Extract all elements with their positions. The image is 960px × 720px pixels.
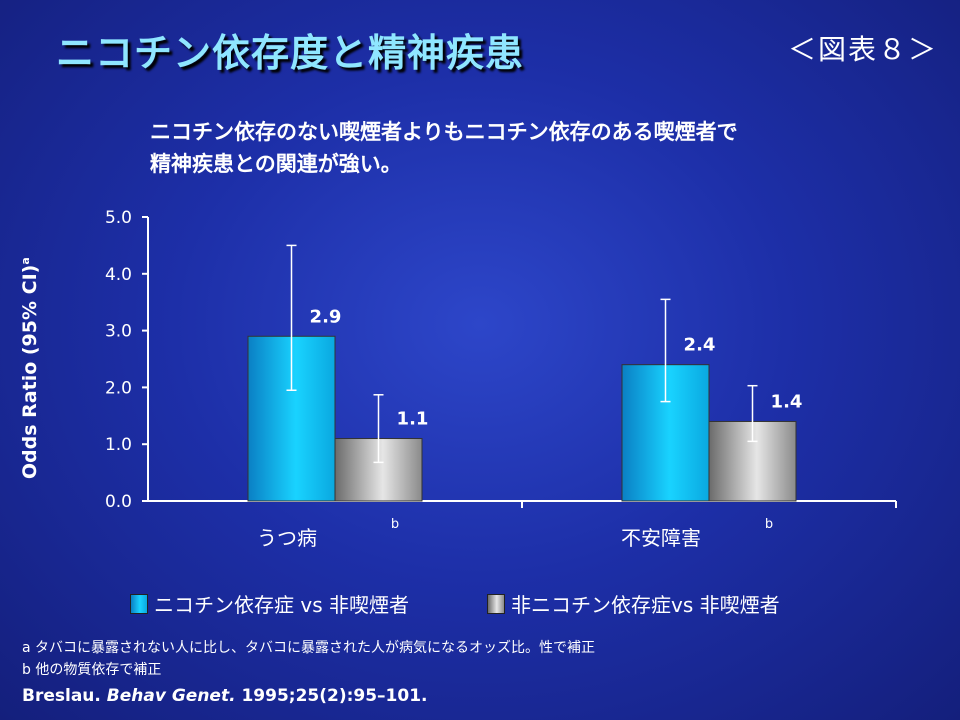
category-label: 不安障害 [621, 526, 701, 550]
y-tick-label: 5.0 [105, 208, 132, 228]
subtitle-line-1: ニコチン依存のない喫煙者よりもニコチン依存のある喫煙者で [150, 120, 738, 144]
category-note-marker: b [391, 517, 399, 532]
y-tick-label: 3.0 [105, 322, 132, 342]
footnotes: a タバコに暴露されない人に比し、タバコに暴露された人が病気になるオッズ比。性で… [22, 637, 595, 681]
page-title: ニコチン依存度と精神疾患 [56, 31, 525, 75]
data-label: 2.4 [684, 335, 716, 356]
legend-item-nicotine: ニコチン依存症 vs 非喫煙者 [130, 589, 409, 618]
footnote-b: b 他の物質依存で補正 [22, 662, 162, 678]
category-label: うつ病 [257, 526, 317, 550]
legend-swatch-nicotine [130, 593, 148, 614]
footnote-a: a タバコに暴露されない人に比し、タバコに暴露された人が病気になるオッズ比。性で… [22, 640, 596, 656]
legend-item-non-nicotine: 非ニコチン依存症vs 非喫煙者 [486, 589, 780, 618]
subtitle-line-2: 精神疾患との関連が強い。 [150, 152, 402, 176]
data-label: 2.9 [310, 306, 342, 327]
citation-details: 1995;25(2):95–101. [241, 686, 428, 706]
data-label: 1.1 [397, 409, 429, 430]
subtitle: ニコチン依存のない喫煙者よりもニコチン依存のある喫煙者で 精神疾患との関連が強い… [150, 116, 870, 180]
data-label: 1.4 [771, 391, 803, 412]
legend-label-nicotine: ニコチン依存症 vs 非喫煙者 [154, 593, 409, 617]
legend-label-non-nicotine: 非ニコチン依存症vs 非喫煙者 [510, 593, 780, 617]
citation-journal: Behav Genet. [106, 686, 236, 706]
legend-swatch-non-nicotine [486, 593, 505, 614]
figure-label: ＜図表８＞ [787, 33, 938, 66]
y-tick-label: 1.0 [105, 435, 132, 455]
y-tick-label: 4.0 [105, 265, 132, 285]
y-tick-label: 0.0 [105, 492, 132, 512]
citation: Breslau. Behav Genet. 1995;25(2):95–101. [22, 686, 428, 706]
category-note-marker: b [765, 517, 773, 532]
chart-legend: ニコチン依存症 vs 非喫煙者 非ニコチン依存症vs 非喫煙者 [130, 589, 858, 618]
citation-author: Breslau. [22, 686, 101, 706]
y-tick-label: 2.0 [105, 378, 132, 398]
